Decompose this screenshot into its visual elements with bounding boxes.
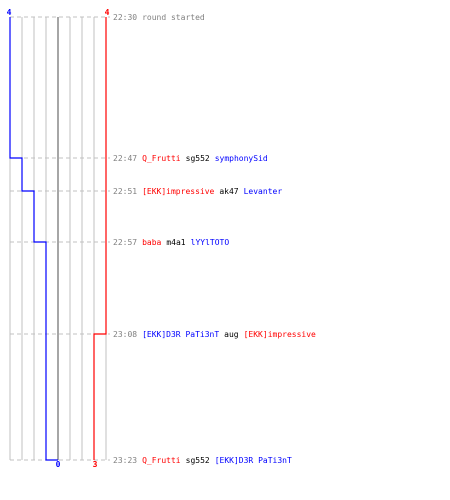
event-row: 22:47 Q_Frutti sg552 symphonySid <box>113 154 268 163</box>
blue-end-count: 0 <box>56 460 61 469</box>
event-time: 22:51 <box>113 187 137 196</box>
player-blue: symphonySid <box>215 154 268 163</box>
event-row: 22:51 [EKK]impressive ak47 Levanter <box>113 187 282 196</box>
weapon-name: sg552 <box>186 154 210 163</box>
blue-start-count: 4 <box>7 8 12 17</box>
player-blue: [EKK]D3R PaTi3nT <box>215 456 292 465</box>
event-row: 23:08 [EKK]D3R PaTi3nT aug [EKK]impressive <box>113 330 316 339</box>
player-red: Q_Frutti <box>142 154 181 163</box>
red-team-alive-line <box>93 17 107 460</box>
event-time: 23:23 <box>113 456 137 465</box>
event-time: 22:47 <box>113 154 137 163</box>
alive-count-grid <box>9 17 107 460</box>
red-end-count: 3 <box>93 460 98 469</box>
player-blue: lYYlTOTO <box>191 238 230 247</box>
weapon-name: m4a1 <box>166 238 185 247</box>
event-row: 22:57 baba m4a1 lYYlTOTO <box>113 238 229 247</box>
event-time: 22:30 <box>113 13 137 22</box>
player-red: Q_Frutti <box>142 456 181 465</box>
player-red: [EKK]impressive <box>244 330 316 339</box>
event-log: 22:30 round started 22:47 Q_Frutti sg552 symp… <box>113 13 316 465</box>
event-time: 23:08 <box>113 330 137 339</box>
event-message: round started <box>142 13 205 22</box>
player-blue: [EKK]D3R PaTi3nT <box>142 330 219 339</box>
event-dash-lines <box>10 16 110 461</box>
red-start-count: 4 <box>105 8 110 17</box>
player-red: [EKK]impressive <box>142 187 214 196</box>
event-time: 22:57 <box>113 238 137 247</box>
weapon-name: aug <box>224 330 239 339</box>
player-blue: Levanter <box>244 187 283 196</box>
player-red: baba <box>142 238 161 247</box>
blue-team-alive-line <box>9 17 58 461</box>
weapon-name: ak47 <box>219 187 238 196</box>
weapon-name: sg552 <box>186 456 210 465</box>
event-row: 22:30 round started <box>113 13 205 22</box>
event-row: 23:23 Q_Frutti sg552 [EKK]D3R PaTi3nT <box>113 456 292 465</box>
